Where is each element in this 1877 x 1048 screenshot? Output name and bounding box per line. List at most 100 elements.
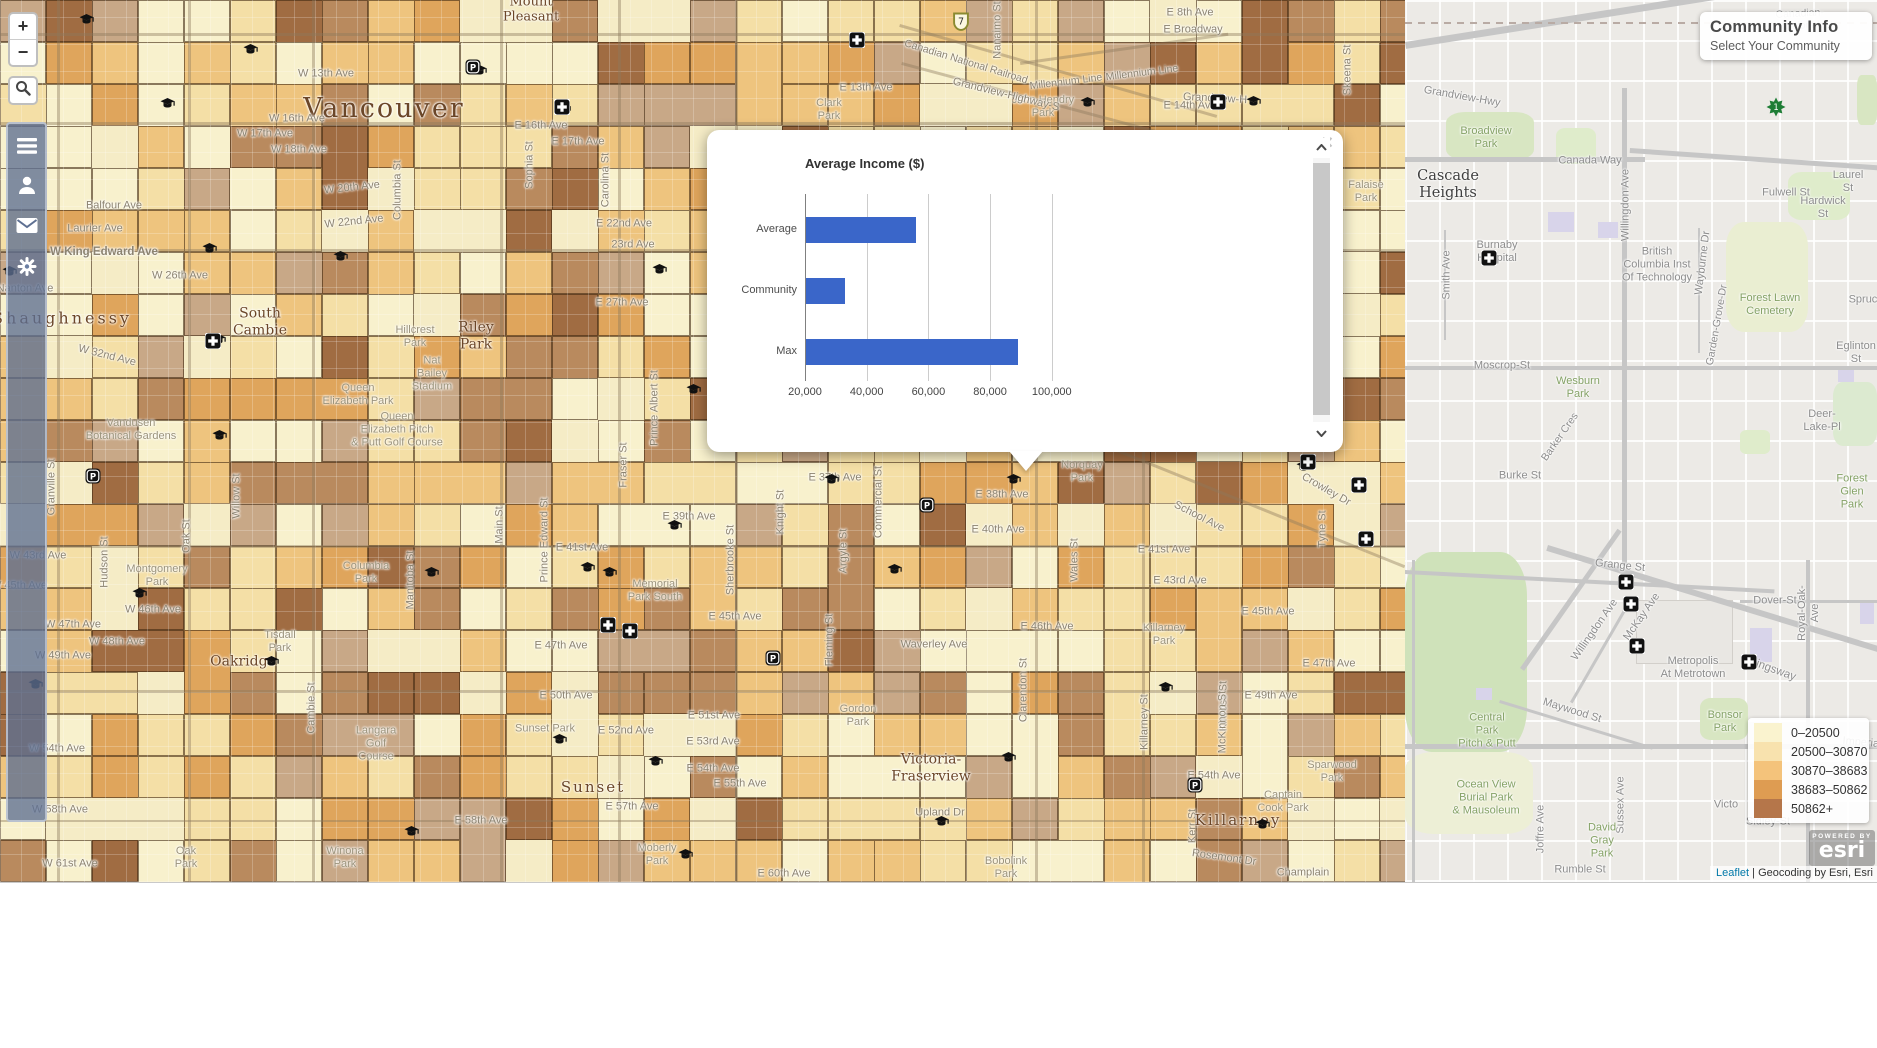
zoom-out-button[interactable]: −	[10, 39, 36, 65]
choropleth-tile	[1380, 84, 1405, 126]
choropleth-tile	[138, 420, 184, 462]
choropleth-tile	[460, 588, 506, 630]
choropleth-tile	[1104, 630, 1150, 672]
choropleth-tile	[1150, 84, 1196, 126]
choropleth-tile	[230, 756, 276, 798]
choropleth-tile	[368, 126, 414, 168]
school-icon	[132, 588, 148, 600]
building	[1636, 600, 1733, 664]
scrollbar-thumb[interactable]	[1313, 163, 1330, 415]
choropleth-tile	[46, 714, 92, 756]
choropleth-tile	[1196, 714, 1242, 756]
search-button[interactable]	[8, 76, 38, 105]
choropleth-tile	[138, 714, 184, 756]
choropleth-tile	[460, 168, 506, 210]
choropleth-tile	[598, 294, 644, 336]
choropleth-tile	[1334, 630, 1380, 672]
building	[1750, 628, 1772, 662]
choropleth-tile	[138, 546, 184, 588]
choropleth-tile	[46, 588, 92, 630]
choropleth-tile	[782, 588, 828, 630]
user-button[interactable]	[18, 176, 36, 195]
income-legend: 0–20500 20500–30870 30870–38683 38683–50862…	[1748, 718, 1869, 823]
park-area	[1446, 112, 1534, 160]
search-icon	[15, 80, 31, 101]
x-tick-label: 100,000	[1031, 386, 1072, 398]
choropleth-tile	[782, 546, 828, 588]
choropleth-tile	[414, 840, 460, 882]
hospital-icon	[1357, 530, 1375, 548]
choropleth-tile	[736, 756, 782, 798]
choropleth-tile	[92, 840, 138, 882]
school-icon	[160, 98, 176, 110]
sidebar	[6, 122, 47, 822]
panel-road	[1444, 230, 1446, 340]
choropleth-tile	[1380, 294, 1405, 336]
menu-button[interactable]	[16, 138, 37, 154]
x-tick-label: 20,000	[788, 386, 822, 398]
school-icon	[79, 14, 95, 26]
settings-icon[interactable]	[17, 257, 36, 276]
school-icon	[264, 656, 280, 668]
choropleth-tile	[184, 84, 230, 126]
scroll-down-button[interactable]	[1313, 424, 1330, 442]
x-tick-label: 60,000	[911, 386, 946, 398]
choropleth-tile	[368, 672, 414, 714]
x-tick-label: 80,000	[973, 386, 1007, 398]
choropleth-tile	[138, 294, 184, 336]
choropleth-tile	[322, 0, 368, 42]
choropleth-tile	[782, 0, 828, 42]
legend-swatch	[1754, 799, 1782, 818]
choropleth-tile	[414, 126, 460, 168]
choropleth-tile	[828, 672, 874, 714]
choropleth-tile	[138, 252, 184, 294]
choropleth-tile	[414, 672, 460, 714]
choropleth-tile	[460, 630, 506, 672]
choropleth-tile	[1012, 0, 1058, 42]
zoom-in-button[interactable]: +	[17, 16, 29, 36]
svg-text:7: 7	[958, 17, 964, 28]
choropleth-tile	[1242, 84, 1334, 126]
choropleth-tile	[230, 420, 276, 462]
road-line	[0, 820, 1405, 822]
choropleth-tile	[506, 420, 552, 462]
choropleth-tile	[46, 504, 138, 546]
choropleth-tile	[138, 840, 184, 882]
hospital-icon	[1209, 93, 1227, 111]
page-title: Community Info	[1710, 18, 1839, 36]
choropleth-tile	[1150, 462, 1196, 504]
choropleth-tile	[230, 714, 276, 756]
choropleth-tile	[1242, 588, 1288, 630]
choropleth-tile	[598, 840, 644, 882]
map[interactable]: Mount Pleasant Vancouver W 13th Ave W 16th …	[0, 0, 1877, 883]
park-area	[1857, 75, 1877, 125]
choropleth-tile	[874, 42, 920, 84]
leaflet-link[interactable]: Leaflet	[1716, 867, 1750, 879]
choropleth-tile	[184, 756, 230, 798]
road-line	[0, 249, 1405, 252]
mail-button[interactable]	[16, 218, 37, 233]
choropleth-tile	[46, 126, 92, 168]
choropleth-tile	[644, 672, 690, 714]
choropleth-tile	[1058, 714, 1104, 756]
choropleth-tile	[322, 420, 368, 462]
choropleth-tile	[276, 840, 322, 882]
legend-label: 20500–30870	[1791, 744, 1868, 759]
choropleth-tile	[46, 42, 92, 84]
road-line	[0, 33, 1405, 36]
category-label: Average	[756, 223, 797, 235]
choropleth-tile	[782, 798, 828, 840]
legend-swatch	[1754, 742, 1782, 761]
choropleth-tile	[966, 462, 1012, 504]
choropleth-tile	[644, 126, 690, 168]
choropleth-tile	[690, 546, 736, 630]
category-label: Community	[741, 284, 797, 296]
road-line	[57, 0, 60, 882]
scroll-up-button[interactable]	[1313, 138, 1330, 156]
choropleth-tile	[184, 252, 230, 294]
choropleth-tile	[368, 210, 414, 252]
choropleth-tile	[92, 210, 138, 252]
hospital-icon	[1480, 249, 1498, 267]
road-line	[0, 545, 1405, 548]
parking-icon: P	[765, 650, 781, 666]
